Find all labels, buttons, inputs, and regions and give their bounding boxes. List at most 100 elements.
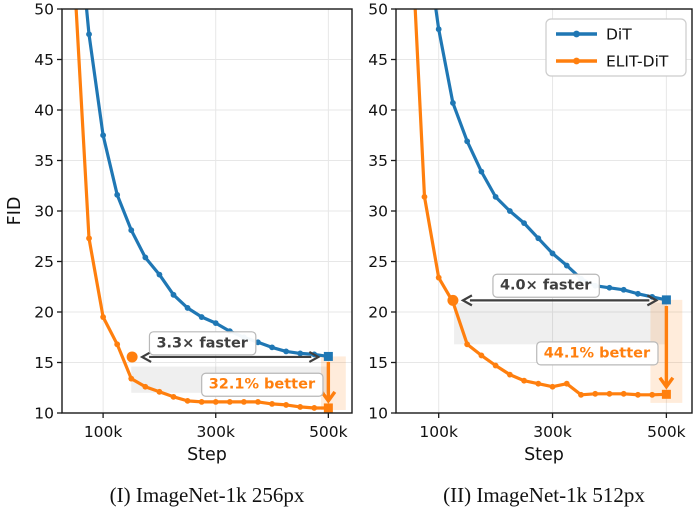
speedup-box — [492, 273, 600, 298]
data-marker — [142, 383, 149, 390]
data-marker — [492, 362, 499, 369]
data-marker — [635, 290, 641, 297]
speedup-arrow-head-right — [308, 350, 321, 363]
data-marker — [563, 262, 570, 269]
series-elit-dit — [413, 9, 670, 398]
y-tick-label: 10 — [34, 405, 54, 423]
data-marker — [592, 390, 599, 397]
data-marker — [269, 344, 275, 351]
improvement-annotation: 32.1% better — [201, 372, 324, 397]
speedup-shaded-region — [454, 302, 667, 345]
y-tick-label: 40 — [368, 102, 388, 120]
crossover-dot — [126, 351, 138, 363]
data-marker — [297, 350, 304, 357]
x-tick-label: 500k — [647, 423, 686, 441]
x-axis-label: Step — [524, 445, 564, 465]
data-marker — [606, 284, 613, 291]
speedup-label: 4.0× faster — [500, 278, 592, 294]
data-marker — [255, 398, 261, 405]
improvement-arrow-head — [658, 376, 675, 390]
improvement-box — [536, 341, 659, 366]
legend-marker — [573, 30, 580, 38]
data-marker — [435, 274, 442, 281]
x-axis-label: Step — [187, 445, 227, 465]
data-marker — [86, 31, 92, 38]
x-tick-label: 500k — [309, 423, 348, 441]
y-tick-label: 35 — [34, 152, 54, 170]
data-marker — [114, 191, 121, 198]
data-marker — [114, 341, 121, 348]
data-marker — [156, 388, 163, 395]
improvement-shaded-region — [321, 356, 346, 410]
data-marker — [170, 291, 177, 298]
data-marker — [128, 227, 135, 234]
data-marker — [620, 390, 627, 397]
data-marker — [620, 286, 627, 293]
y-tick-label: 45 — [34, 51, 54, 69]
y-tick-label: 25 — [34, 253, 54, 271]
data-marker — [421, 193, 428, 200]
crossover-dot — [447, 294, 459, 306]
data-marker — [283, 348, 290, 355]
data-marker — [606, 390, 613, 397]
speedup-box — [148, 331, 257, 356]
data-marker — [240, 398, 247, 405]
legend-marker — [573, 57, 580, 65]
data-marker — [184, 305, 191, 311]
data-marker — [478, 352, 485, 359]
y-axis-label: FID — [5, 197, 25, 226]
data-marker — [506, 371, 513, 378]
x-tick-label: 300k — [196, 423, 235, 441]
y-tick-label: 40 — [34, 102, 54, 120]
dit-final-marker — [661, 295, 671, 305]
caption-left: (I) ImageNet-1k 256px — [109, 483, 305, 507]
data-marker — [184, 397, 191, 404]
data-marker — [521, 377, 527, 384]
data-marker — [535, 380, 542, 387]
data-marker — [521, 220, 527, 227]
elit-final-marker — [323, 403, 333, 413]
y-tick-label: 15 — [34, 354, 54, 372]
data-marker — [198, 398, 205, 405]
data-marker — [128, 375, 135, 382]
data-marker — [86, 235, 92, 242]
dit-final-marker — [323, 351, 333, 361]
speedup-label: 3.3× faster — [156, 335, 248, 351]
data-marker — [297, 404, 304, 410]
data-marker — [535, 235, 542, 242]
caption-right: (II) ImageNet-1k 512px — [443, 483, 645, 507]
y-tick-label: 20 — [34, 304, 54, 322]
data-marker — [450, 100, 456, 106]
data-marker — [255, 339, 261, 346]
y-tick-label: 15 — [368, 354, 388, 372]
data-marker — [578, 391, 584, 398]
improvement-label: 32.1% better — [209, 377, 316, 393]
series-elit-dit — [74, 9, 332, 411]
data-marker — [435, 26, 442, 33]
x-tick-label: 100k — [84, 423, 123, 441]
y-tick-label: 25 — [368, 253, 388, 271]
data-marker — [464, 138, 471, 145]
data-marker — [212, 320, 219, 327]
y-tick-label: 45 — [368, 51, 388, 69]
data-marker — [311, 405, 318, 411]
data-marker — [283, 402, 290, 408]
improvement-label: 44.1% better — [544, 345, 651, 361]
series-line — [84, 9, 330, 358]
data-marker — [478, 168, 485, 175]
data-marker — [226, 398, 233, 405]
speedup-annotation: 3.3× faster — [148, 331, 257, 356]
panel-right: 4.0× faster 44.1% better 100k 300k 500k 10 15 2… — [368, 1, 693, 465]
legend: DiT ELIT-DiT — [545, 18, 687, 77]
legend-label: DiT — [606, 26, 632, 44]
data-marker — [492, 193, 499, 200]
y-tick-label: 10 — [368, 405, 388, 423]
speedup-annotation: 4.0× faster — [492, 273, 600, 298]
data-marker — [269, 401, 275, 407]
improvement-annotation: 44.1% better — [536, 341, 659, 366]
data-marker — [549, 383, 556, 390]
data-marker — [635, 391, 641, 398]
elit-final-marker — [661, 389, 671, 399]
data-marker — [100, 314, 107, 320]
